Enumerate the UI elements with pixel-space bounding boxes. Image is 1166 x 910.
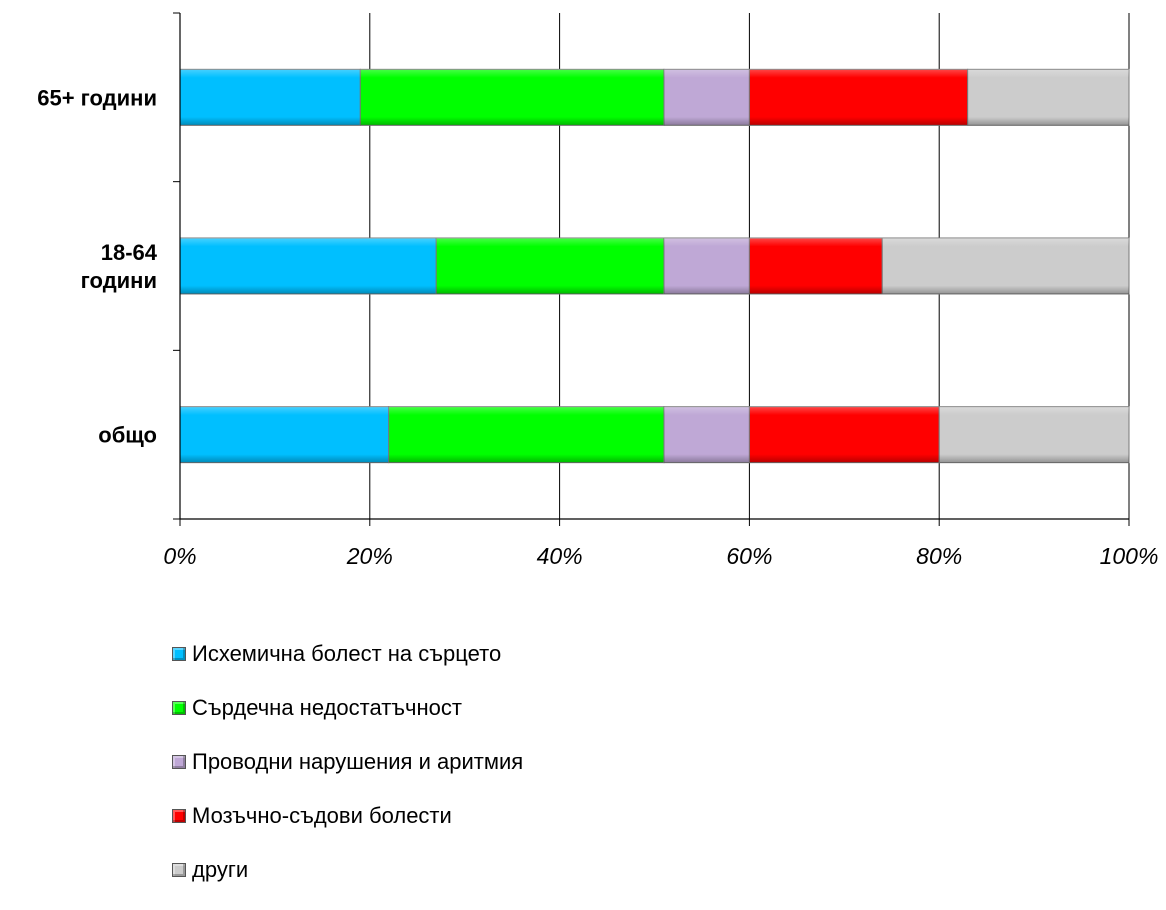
- labels: 0% 20% 40% 60% 80% 100% 65+ години 18-64 години о…: [37, 85, 1158, 569]
- bar-segment: [748, 406, 940, 464]
- bar-segment: [663, 406, 750, 464]
- bar-segment: [748, 237, 883, 295]
- legend-item: Исхемична болест на сърцето: [172, 640, 523, 667]
- legend-item: Проводни нарушения и аритмия: [172, 748, 523, 775]
- axes: [173, 12, 1130, 526]
- bar-segment: [179, 237, 437, 295]
- bar-segment: [179, 406, 390, 464]
- bar-segment: [388, 406, 665, 464]
- bar-segment: [663, 68, 750, 126]
- legend-swatch: [172, 754, 186, 769]
- y-category-label: 65+ години: [37, 85, 157, 110]
- bar-segment: [663, 237, 750, 295]
- legend: Исхемична болест на сърцето Сърдечна недо…: [172, 640, 523, 910]
- x-tick-label: 40%: [537, 543, 583, 569]
- legend-label: Мозъчно-съдови болести: [192, 802, 452, 828]
- bar-segment: [881, 237, 1130, 295]
- legend-swatch: [172, 700, 186, 715]
- y-category-label: 18-64 години: [81, 240, 158, 293]
- x-tick-label: 100%: [1100, 543, 1159, 569]
- legend-swatch: [172, 646, 186, 661]
- chart: 0% 20% 40% 60% 80% 100% 65+ години 18-64 години о…: [37, 12, 1158, 569]
- legend-swatch: [172, 862, 186, 877]
- bar-segment: [967, 68, 1130, 126]
- legend-label: Сърдечна недостатъчност: [192, 694, 462, 720]
- legend-item: Мозъчно-съдови болести: [172, 802, 523, 829]
- legend-label: Проводни нарушения и аритмия: [192, 748, 524, 774]
- bar-segment: [748, 68, 969, 126]
- legend-item: Сърдечна недостатъчност: [172, 694, 523, 721]
- legend-item: други: [172, 856, 523, 883]
- bars: [179, 68, 1130, 464]
- bar-segment: [938, 406, 1130, 464]
- y-category-label: общо: [98, 423, 157, 448]
- legend-label: Исхемична болест на сърцето: [192, 640, 502, 666]
- x-tick-label: 60%: [726, 543, 772, 569]
- x-tick-label: 0%: [163, 543, 196, 569]
- legend-label: други: [192, 856, 249, 882]
- bar-segment: [435, 237, 665, 295]
- x-tick-label: 20%: [346, 543, 393, 569]
- x-tick-label: 80%: [916, 543, 962, 569]
- legend-swatch: [172, 808, 186, 823]
- bar-segment: [359, 68, 665, 126]
- bar-segment: [179, 68, 361, 126]
